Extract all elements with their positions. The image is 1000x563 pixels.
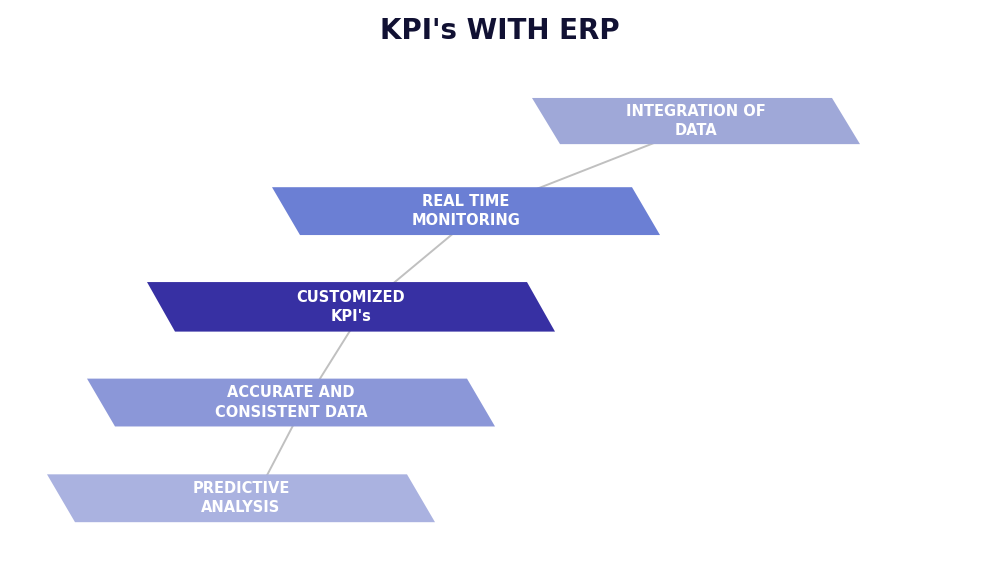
- Polygon shape: [147, 282, 555, 332]
- Polygon shape: [87, 379, 495, 427]
- Polygon shape: [272, 187, 660, 235]
- Polygon shape: [532, 98, 860, 144]
- Text: KPI's WITH ERP: KPI's WITH ERP: [380, 17, 620, 45]
- Polygon shape: [47, 474, 435, 522]
- Text: PREDICTIVE
ANALYSIS: PREDICTIVE ANALYSIS: [192, 481, 290, 515]
- Text: CUSTOMIZED
KPI's: CUSTOMIZED KPI's: [297, 290, 405, 324]
- Text: INTEGRATION OF
DATA: INTEGRATION OF DATA: [626, 104, 766, 138]
- Text: REAL TIME
MONITORING: REAL TIME MONITORING: [412, 194, 520, 228]
- Text: ACCURATE AND
CONSISTENT DATA: ACCURATE AND CONSISTENT DATA: [215, 386, 367, 419]
